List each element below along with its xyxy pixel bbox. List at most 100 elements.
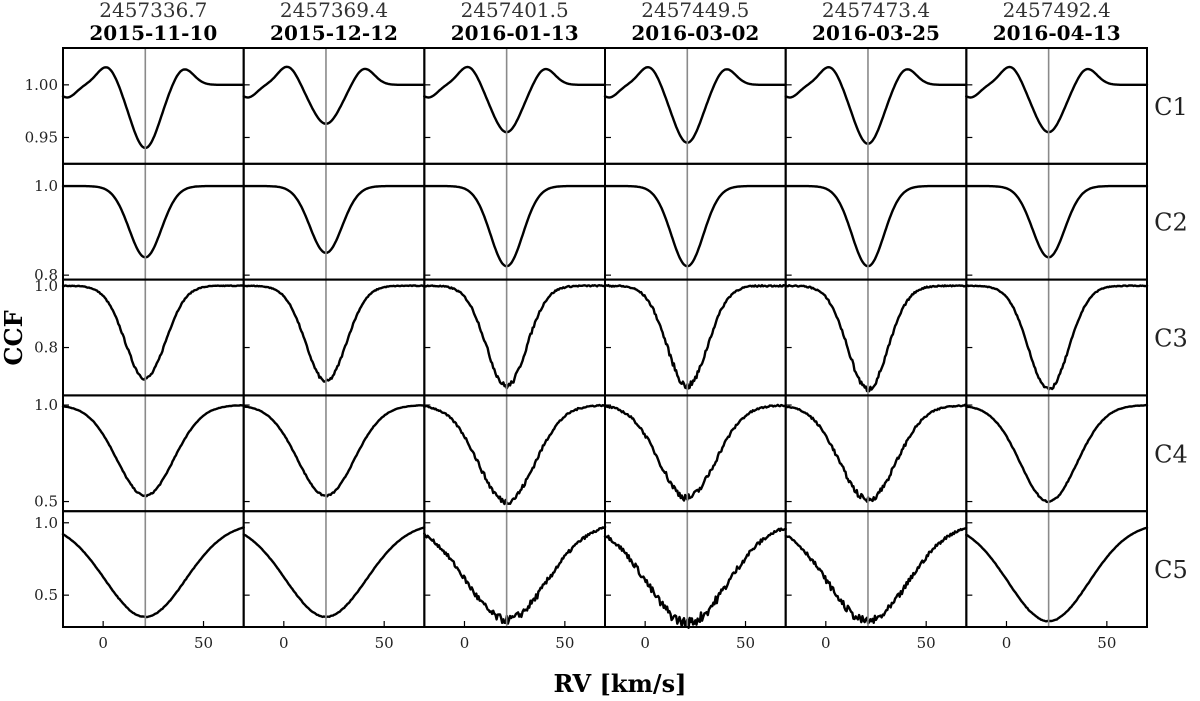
row-label: C5 bbox=[1154, 556, 1188, 584]
column-jd-label: 2457492.4 bbox=[1003, 0, 1111, 22]
row-label: C3 bbox=[1154, 325, 1188, 353]
ccf-curve bbox=[784, 526, 968, 625]
panel-frame bbox=[604, 510, 787, 629]
panel-frame bbox=[62, 47, 245, 165]
y-tick-label: 1.0 bbox=[34, 514, 58, 532]
column-date-label: 2016-01-13 bbox=[451, 21, 579, 45]
x-tick-label: 50 bbox=[736, 634, 755, 652]
column-jd-label: 2457473.4 bbox=[822, 0, 930, 22]
ccf-curve bbox=[61, 526, 245, 619]
y-tick-label: 0.5 bbox=[34, 586, 58, 604]
x-tick-label: 0 bbox=[821, 634, 831, 652]
ccf-curve bbox=[61, 184, 245, 259]
ccf-curve bbox=[603, 184, 787, 268]
panel-frames bbox=[62, 47, 1148, 629]
x-tick-label: 50 bbox=[917, 634, 936, 652]
y-tick-label: 1.0 bbox=[34, 177, 58, 195]
ccf-curve bbox=[61, 66, 245, 150]
panel-frame bbox=[423, 47, 607, 165]
x-tick-label: 50 bbox=[194, 634, 213, 652]
y-tick-label: 1.0 bbox=[34, 277, 58, 295]
panel-frame bbox=[242, 510, 426, 629]
panel-frame bbox=[62, 278, 245, 397]
x-tick-label: 50 bbox=[375, 634, 394, 652]
y-tick-label: 0.8 bbox=[34, 339, 58, 357]
axis-ticks bbox=[63, 84, 1108, 627]
panel-frame bbox=[784, 510, 968, 629]
ccf-curve bbox=[965, 526, 1149, 623]
column-jd-label: 2457336.7 bbox=[99, 0, 207, 22]
ccf-curve bbox=[242, 526, 426, 619]
ccf-curve bbox=[784, 184, 968, 268]
ccf-curve bbox=[784, 66, 968, 145]
ccf-curve bbox=[603, 283, 787, 390]
x-axis-title: RV [km/s] bbox=[553, 669, 686, 698]
column-date-label: 2015-12-12 bbox=[270, 21, 398, 45]
row-label: C1 bbox=[1154, 93, 1188, 121]
ccf-curve bbox=[603, 403, 787, 502]
ccf-curve bbox=[242, 184, 426, 255]
ccf-curve bbox=[603, 527, 787, 629]
panel-frame bbox=[604, 162, 787, 281]
panel-frame bbox=[242, 278, 426, 397]
panel-frame bbox=[604, 394, 787, 513]
x-tick-label: 0 bbox=[98, 634, 108, 652]
panel-frame bbox=[242, 47, 426, 165]
y-tick-label: 1.00 bbox=[25, 76, 58, 94]
x-tick-label: 50 bbox=[1097, 634, 1116, 652]
row-label: C4 bbox=[1154, 440, 1188, 468]
ccf-curve bbox=[61, 284, 245, 381]
column-jd-label: 2457401.5 bbox=[461, 0, 569, 22]
ccf-curve bbox=[965, 65, 1149, 134]
y-tick-label: 0.5 bbox=[34, 493, 58, 511]
ccf-curve bbox=[784, 284, 968, 393]
panel-frame bbox=[62, 510, 245, 629]
x-tick-label: 50 bbox=[555, 634, 574, 652]
panel-frame bbox=[965, 278, 1148, 397]
panel-frame bbox=[784, 394, 968, 513]
panel-frame bbox=[965, 394, 1148, 513]
ccf-curve bbox=[603, 66, 787, 144]
row-label: C2 bbox=[1154, 209, 1188, 237]
column-jd-label: 2457449.5 bbox=[641, 0, 749, 22]
ccf-curve bbox=[423, 184, 607, 268]
panel-frame bbox=[784, 162, 968, 281]
panel-frame bbox=[965, 510, 1148, 629]
ccf-curve bbox=[965, 184, 1149, 259]
ccf-curve bbox=[965, 284, 1149, 391]
x-tick-label: 0 bbox=[1002, 634, 1012, 652]
x-tick-label: 0 bbox=[460, 634, 470, 652]
panel-frame bbox=[242, 162, 426, 281]
rv-markers bbox=[144, 48, 1050, 627]
ccf-curve bbox=[61, 404, 245, 498]
ccf-curve bbox=[242, 284, 426, 383]
panel-frame bbox=[62, 162, 245, 281]
ccf-curves bbox=[61, 65, 1149, 629]
ccf-curve bbox=[242, 404, 426, 498]
column-date-label: 2016-03-02 bbox=[631, 21, 759, 45]
panel-frame bbox=[423, 394, 607, 513]
y-tick-label: 0.8 bbox=[34, 266, 58, 284]
column-date-label: 2016-03-25 bbox=[812, 21, 940, 45]
x-tick-label: 0 bbox=[640, 634, 650, 652]
ccf-curve bbox=[784, 403, 968, 503]
panel-frame bbox=[965, 162, 1148, 281]
panel-frame bbox=[784, 47, 968, 165]
panel-frame bbox=[423, 162, 607, 281]
ccf-curve bbox=[242, 65, 426, 125]
ccf-curve bbox=[423, 65, 607, 134]
ccf-curve bbox=[423, 284, 607, 390]
panel-frame bbox=[423, 510, 607, 629]
panel-frame bbox=[784, 278, 968, 397]
column-jd-label: 2457369.4 bbox=[280, 0, 388, 22]
y-tick-label: 0.95 bbox=[25, 128, 58, 146]
column-date-label: 2015-11-10 bbox=[89, 21, 217, 45]
y-axis-title: CCF bbox=[0, 310, 28, 365]
column-date-label: 2016-04-13 bbox=[993, 21, 1121, 45]
ccf-curve bbox=[423, 403, 607, 506]
panel-frame bbox=[604, 47, 787, 165]
x-tick-label: 0 bbox=[279, 634, 289, 652]
ccf-curve bbox=[423, 525, 607, 625]
